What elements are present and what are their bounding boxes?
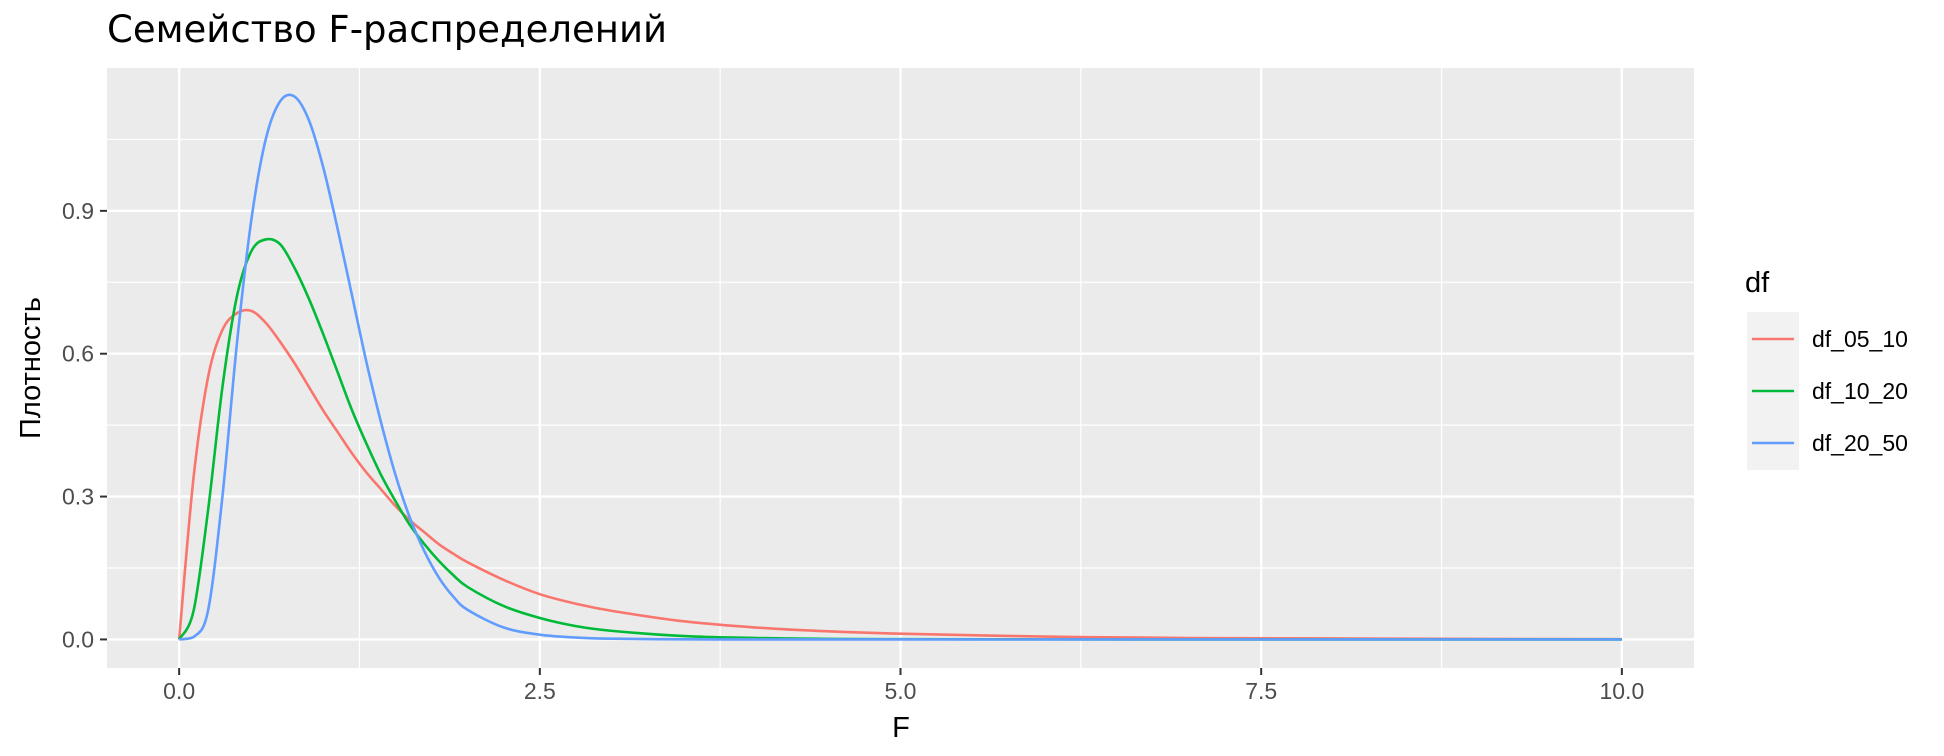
legend-label-df_20_50: df_20_50: [1812, 430, 1908, 456]
x-tick-label: 2.5: [524, 678, 556, 704]
x-tick-label: 0.0: [163, 678, 195, 704]
y-tick-label: 0.9: [62, 198, 94, 224]
series-lines: [177, 93, 1622, 641]
x-tick-label: 5.0: [885, 678, 917, 704]
legend: df df_05_10 df_10_20 df_20_50: [1745, 267, 1908, 470]
y-tick-label: 0.3: [62, 484, 94, 510]
legend-title: df: [1745, 267, 1770, 299]
series-line-df_20_50: [178, 93, 1622, 641]
y-tick-label: 0.6: [62, 341, 94, 367]
y-axis-title: Плотность: [15, 297, 47, 439]
series-line-df_05_10: [177, 308, 1622, 641]
legend-label-df_05_10: df_05_10: [1812, 326, 1908, 352]
x-tick-label: 7.5: [1245, 678, 1277, 704]
y-tick-label: 0.0: [62, 626, 94, 652]
axes: 0.0 2.5 5.0 7.5 10.0 0.0 0.3 0.6 0.9: [62, 198, 1644, 704]
x-axis-title: F: [892, 712, 910, 744]
x-tick-label: 10.0: [1599, 678, 1644, 704]
legend-label-df_10_20: df_10_20: [1812, 378, 1908, 404]
chart-title: Семейство F-распределений: [107, 8, 667, 51]
